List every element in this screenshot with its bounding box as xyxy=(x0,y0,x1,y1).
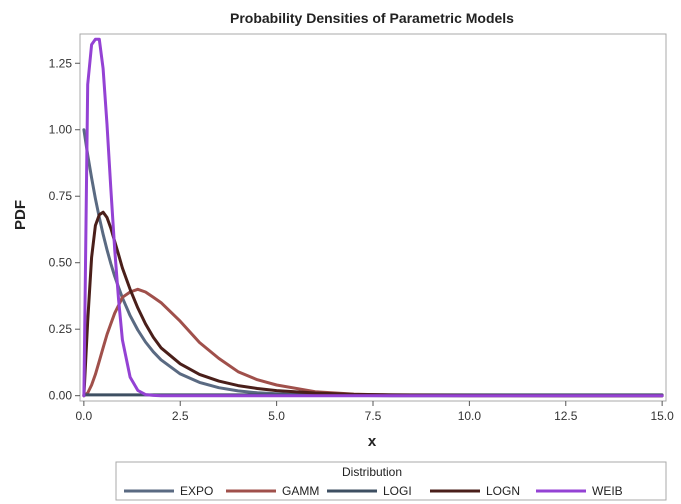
series-line-logn xyxy=(82,210,664,398)
legend-label-gamm: GAMM xyxy=(282,484,319,498)
legend-label-expo: EXPO xyxy=(180,484,213,498)
y-tick-label: 1.00 xyxy=(49,123,73,137)
legend: Distribution EXPO GAMM LOGI LOGN WEIB xyxy=(115,461,667,501)
x-tick-label: 12.5 xyxy=(554,409,578,423)
x-axis: 0.0 2.5 5.0 7.5 10.0 12.5 15.0 xyxy=(76,401,674,423)
y-tick-label: 0.25 xyxy=(49,322,73,336)
y-tick-label: 0.50 xyxy=(49,256,73,270)
x-tick-label: 7.5 xyxy=(365,409,382,423)
x-tick-label: 15.0 xyxy=(650,409,674,423)
y-tick-label: 1.25 xyxy=(49,56,73,70)
x-tick-label: 10.0 xyxy=(458,409,482,423)
plot-area xyxy=(79,33,667,402)
x-tick-label: 5.0 xyxy=(268,409,285,423)
y-axis-label: PDF xyxy=(12,200,29,230)
x-axis-label: x xyxy=(368,433,377,450)
chart-title: Probability Densities of Parametric Mode… xyxy=(230,10,514,26)
y-tick-label: 0.00 xyxy=(49,389,73,403)
legend-label-weib: WEIB xyxy=(592,484,623,498)
y-axis: 0.00 0.25 0.50 0.75 1.00 1.25 xyxy=(49,56,80,403)
legend-box xyxy=(115,461,667,501)
series-line-gamm xyxy=(82,287,664,398)
legend-label-logn: LOGN xyxy=(486,484,520,498)
series-line-weib xyxy=(82,37,664,398)
y-tick-label: 0.75 xyxy=(49,189,73,203)
legend-title: Distribution xyxy=(342,465,402,479)
legend-label-logi: LOGI xyxy=(383,484,412,498)
series-lines xyxy=(82,37,664,398)
x-tick-label: 2.5 xyxy=(172,409,189,423)
x-tick-label: 0.0 xyxy=(76,409,93,423)
